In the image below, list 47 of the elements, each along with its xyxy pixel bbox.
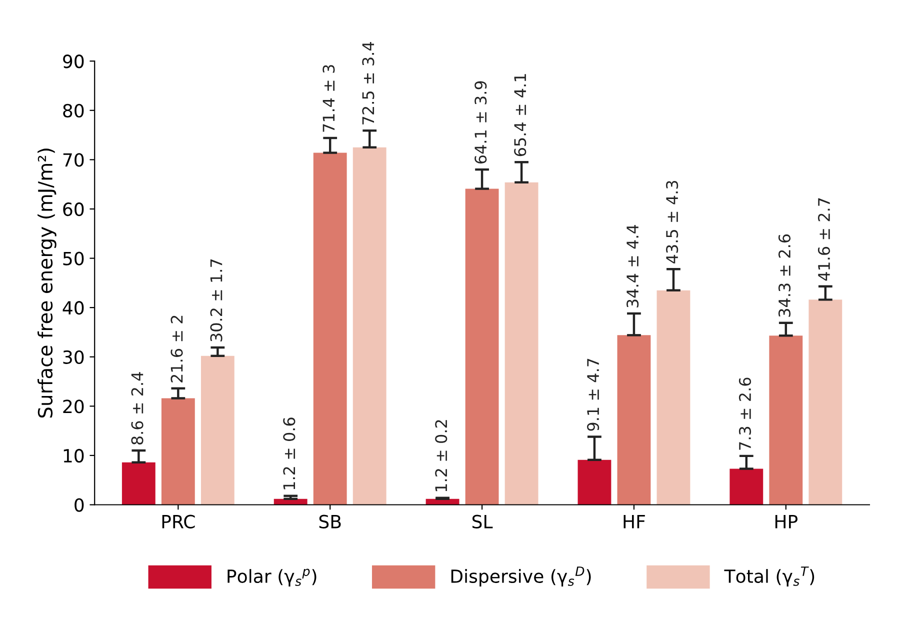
data-label: 9.1 ± 4.7 [587,358,600,431]
x-tick-label: SL [472,514,493,528]
bar [504,182,538,505]
y-tick-label: 90 [63,54,84,68]
bar [465,188,499,505]
bar [656,290,690,505]
bar [161,398,195,505]
data-label: 21.6 ± 2 [170,316,183,382]
data-label: 71.4 ± 3 [322,65,335,132]
data-label: 43.5 ± 4.3 [666,180,678,264]
data-label: 34.4 ± 4.4 [626,224,639,308]
bar [730,468,764,505]
x-tick-label: PRC [162,514,195,528]
bar [617,335,651,505]
legend-label: Dispersive (γ$_{s}$$^{D}$) [451,566,591,587]
data-label: 1.2 ± 0.2 [435,420,448,492]
y-axis-title: Surface free energy (mJ/m²) [38,148,56,418]
y-tick-label: 0 [74,498,84,512]
bar [578,460,612,505]
data-label: 65.4 ± 4.1 [514,74,526,156]
x-tick-label: HP [775,515,798,528]
y-tick-label: 70 [63,153,84,167]
y-tick-label: 50 [63,252,84,266]
y-tick-label: 60 [63,202,84,216]
data-label: 64.1 ± 3.9 [474,81,487,164]
bar [808,300,842,505]
bar [313,152,347,505]
data-label: 7.3 ± 2.6 [738,378,752,450]
data-label: 41.6 ± 2.7 [818,198,830,281]
data-label: 30.2 ± 1.7 [210,259,222,342]
data-label: 34.3 ± 2.6 [778,234,791,317]
data-label: 1.2 ± 0.6 [283,418,296,490]
legend-label: Polar (γ$_{s}$$^{p}$) [228,568,316,587]
y-tick-label: 30 [63,350,84,364]
bar [122,462,156,505]
y-tick-label: 20 [63,400,84,414]
y-tick-label: 10 [64,448,84,463]
bar [352,147,386,505]
legend-label: Total (γ$_{s}$$^{T}$) [724,566,814,587]
bar [769,336,803,505]
y-tick-label: 80 [63,104,84,118]
data-label: 8.6 ± 2.4 [131,372,144,445]
data-label: 72.5 ± 3.4 [362,42,374,124]
x-tick-label: HF [624,515,645,528]
x-tick-label: SB [319,514,341,528]
bar [200,356,234,505]
y-tick-label: 40 [62,301,84,315]
